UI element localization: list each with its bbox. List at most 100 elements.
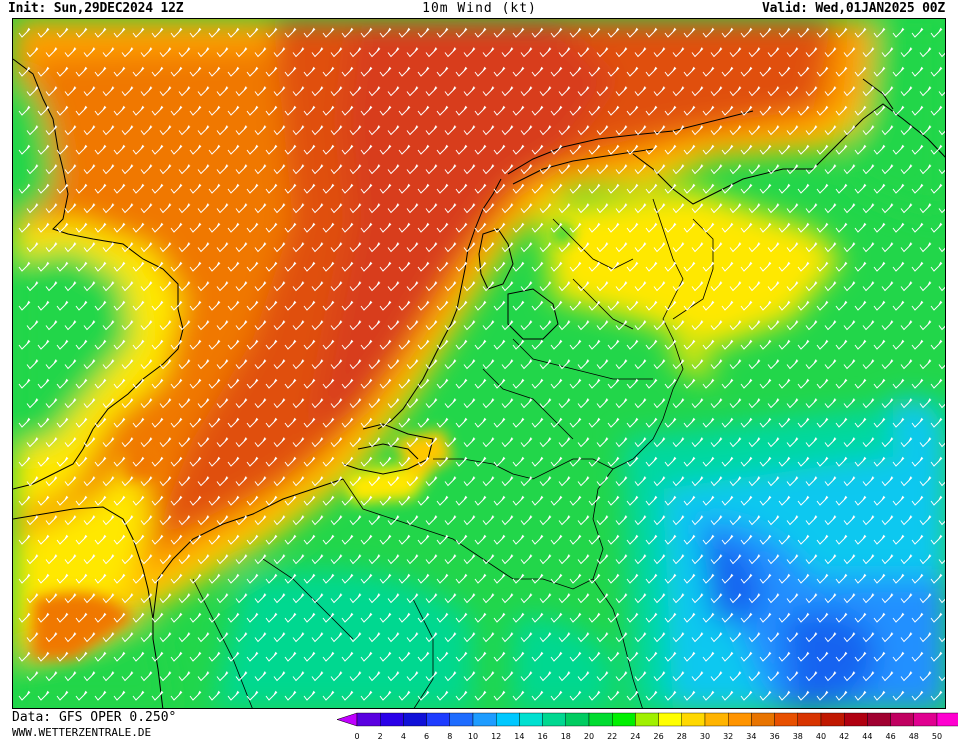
wind-barb: [425, 515, 438, 526]
wind-barb: [729, 671, 742, 682]
wind-barb: [140, 164, 153, 175]
wind-barb: [607, 378, 620, 389]
wind-barb: [113, 612, 126, 623]
wind-barb: [425, 437, 438, 448]
wind-barb: [273, 593, 286, 604]
wind-barb: [900, 476, 913, 487]
wind-barb: [672, 398, 685, 409]
wind-barb: [938, 559, 945, 565]
wind-barb: [710, 593, 723, 604]
wind-barb: [425, 632, 438, 643]
wind-barb: [208, 495, 221, 506]
wind-barb: [710, 671, 723, 682]
wind-barb: [672, 593, 685, 604]
wind-barb: [178, 125, 191, 136]
wind-barb: [208, 105, 221, 116]
wind-barb: [26, 359, 39, 370]
wind-barb: [873, 651, 886, 662]
wind-barb: [216, 203, 229, 214]
wind-barb: [683, 651, 696, 662]
wind-barb: [265, 573, 278, 584]
wind-barb: [197, 398, 210, 409]
wind-barb: [341, 183, 354, 194]
wind-barb: [835, 27, 848, 38]
wind-barb: [26, 476, 39, 487]
wind-barb: [501, 632, 514, 643]
wind-barb: [683, 66, 696, 77]
wind-barb: [254, 203, 267, 214]
wind-barb: [45, 320, 58, 331]
wind-barb: [539, 632, 552, 643]
wind-barb: [197, 47, 210, 58]
wind-barb: [615, 437, 628, 448]
wind-barb: [691, 632, 704, 643]
wind-barb: [75, 378, 88, 389]
wind-barb: [37, 105, 50, 116]
wind-barb: [843, 671, 856, 682]
wind-barb: [767, 320, 780, 331]
wind-barb: [759, 183, 772, 194]
wind-barb: [189, 66, 202, 77]
wind-barb: [75, 612, 88, 623]
wind-barb: [151, 183, 164, 194]
wind-barb: [254, 437, 267, 448]
wind-barb: [341, 612, 354, 623]
wind-barb: [702, 690, 715, 701]
wind-barb: [216, 242, 229, 253]
wind-barb: [721, 300, 734, 311]
wind-map[interactable]: [12, 18, 946, 709]
wind-barb: [254, 47, 267, 58]
legend-tick-label: 6: [424, 732, 429, 741]
wind-barb: [330, 320, 343, 331]
wind-barb: [26, 554, 39, 565]
wind-barb: [482, 281, 495, 292]
wind-barb: [854, 300, 867, 311]
wind-barb: [197, 359, 210, 370]
wind-barb: [824, 203, 837, 214]
wind-barb: [748, 398, 761, 409]
wind-barb: [740, 105, 753, 116]
wind-barb: [759, 417, 772, 428]
wind-barb: [634, 554, 647, 565]
wind-barb: [37, 651, 50, 662]
wind-barb: [444, 632, 457, 643]
wind-barb: [64, 320, 77, 331]
wind-barb: [94, 495, 107, 506]
wind-barb: [615, 242, 628, 253]
wind-barb: [292, 437, 305, 448]
wind-barb: [444, 164, 457, 175]
wind-barb: [767, 515, 780, 526]
wind-barb: [729, 476, 742, 487]
wind-barb: [368, 398, 381, 409]
legend-tick-label: 8: [447, 732, 452, 741]
wind-barb: [303, 456, 316, 467]
wind-barb: [607, 534, 620, 545]
wind-barb: [398, 27, 411, 38]
wind-barb: [607, 27, 620, 38]
wind-barb: [235, 242, 248, 253]
wind-barb: [56, 534, 69, 545]
wind-barb: [531, 300, 544, 311]
wind-barb: [919, 359, 932, 370]
data-source-label: Data: GFS OPER 0.250°: [12, 710, 177, 725]
wind-barb: [512, 27, 525, 38]
wind-barb: [577, 515, 590, 526]
wind-barb: [596, 203, 609, 214]
wind-barb: [151, 573, 164, 584]
wind-barb: [216, 593, 229, 604]
wind-barb: [246, 222, 259, 233]
wind-barb: [37, 222, 50, 233]
wind-barb: [778, 573, 791, 584]
color-legend: 0 2 4 6 8 10 12 14 16 18 20 22 24 26 28 30 32 34 36 38 40 42 4…: [332, 711, 959, 741]
wind-barb: [235, 320, 248, 331]
wind-barb: [493, 495, 506, 506]
wind-barb: [349, 632, 362, 643]
wind-barb: [911, 378, 924, 389]
website-label[interactable]: WWW.WETTERZENTRALE.DE: [12, 726, 152, 739]
wind-barb: [938, 325, 945, 331]
wind-barb: [132, 339, 145, 350]
wind-barb: [75, 66, 88, 77]
wind-barb: [577, 281, 590, 292]
wind-barb: [862, 164, 875, 175]
wind-barb: [854, 495, 867, 506]
